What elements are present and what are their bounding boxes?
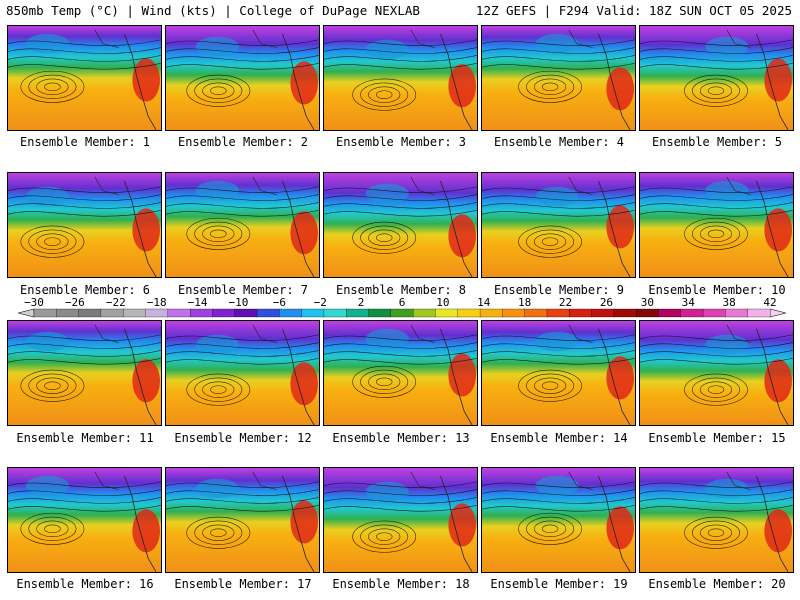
colorbar-swatch bbox=[702, 308, 726, 318]
ensemble-member-map bbox=[323, 320, 478, 426]
colorbar-swatch bbox=[524, 308, 548, 318]
colorbar-tick-label: 18 bbox=[518, 296, 531, 309]
colorbar-tick-label: −14 bbox=[188, 296, 208, 309]
ensemble-member-map bbox=[481, 320, 636, 426]
ensemble-member-label: Ensemble Member: 11 bbox=[16, 431, 154, 445]
ensemble-member-label: Ensemble Member: 5 bbox=[651, 135, 783, 149]
colorbar-swatch bbox=[234, 308, 258, 318]
colorbar-tick-label: −26 bbox=[65, 296, 85, 309]
colorbar-swatch bbox=[346, 308, 369, 318]
ensemble-member-label: Ensemble Member: 12 bbox=[174, 431, 312, 445]
ensemble-member-label: Ensemble Member: 16 bbox=[16, 577, 154, 591]
colorbar-tick-label: 34 bbox=[682, 296, 696, 309]
colorbar-tick-label: 2 bbox=[358, 296, 365, 309]
ensemble-member-map bbox=[165, 467, 320, 573]
colorbar-swatch bbox=[368, 308, 392, 318]
colorbar-swatch bbox=[78, 308, 102, 318]
colorbar-swatch bbox=[413, 308, 436, 318]
colorbar-swatch bbox=[546, 308, 570, 318]
ensemble-member-label: Ensemble Member: 17 bbox=[174, 577, 312, 591]
ensemble-member-map bbox=[165, 25, 320, 131]
ensemble-member-map bbox=[323, 25, 478, 131]
ensemble-member-label: Ensemble Member: 9 bbox=[493, 283, 625, 297]
colorbar-tick-label: 6 bbox=[399, 296, 406, 309]
ensemble-member-map bbox=[639, 467, 794, 573]
colorbar-tick-label: 10 bbox=[436, 296, 449, 309]
colorbar-swatch bbox=[301, 308, 325, 318]
ensemble-member-map bbox=[165, 320, 320, 426]
colorbar-tick-label: −10 bbox=[229, 296, 249, 309]
colorbar-swatch bbox=[569, 308, 593, 318]
ensemble-member-label: Ensemble Member: 7 bbox=[177, 283, 309, 297]
colorbar-swatch bbox=[680, 308, 704, 318]
ensemble-member-label: Ensemble Member: 3 bbox=[335, 135, 467, 149]
colorbar-swatch bbox=[502, 308, 526, 318]
ensemble-member-map bbox=[7, 320, 162, 426]
colorbar-tick-label: −6 bbox=[273, 296, 286, 309]
ensemble-member-label: Ensemble Member: 20 bbox=[648, 577, 786, 591]
colorbar-swatch bbox=[167, 308, 191, 318]
colorbar-tick-label: 22 bbox=[559, 296, 572, 309]
ensemble-member-label: Ensemble Member: 8 bbox=[335, 283, 467, 297]
colorbar-swatch bbox=[189, 308, 213, 318]
colorbar-tick-label: −2 bbox=[314, 296, 327, 309]
colorbar-tick-label: −30 bbox=[24, 296, 44, 309]
colorbar-swatch bbox=[145, 308, 169, 318]
ensemble-member-label: Ensemble Member: 13 bbox=[332, 431, 470, 445]
colorbar-swatch bbox=[747, 308, 771, 318]
ensemble-member-label: Ensemble Member: 4 bbox=[493, 135, 625, 149]
ensemble-member-map bbox=[323, 467, 478, 573]
ensemble-member-label: Ensemble Member: 18 bbox=[332, 577, 470, 591]
colorbar-swatch bbox=[725, 308, 749, 318]
ensemble-member-map bbox=[7, 25, 162, 131]
ensemble-member-label: Ensemble Member: 1 bbox=[19, 135, 151, 149]
ensemble-member-map bbox=[639, 172, 794, 278]
colorbar-tick-label: 30 bbox=[641, 296, 654, 309]
ensemble-member-label: Ensemble Member: 19 bbox=[490, 577, 628, 591]
colorbar-swatch bbox=[123, 308, 146, 318]
colorbar-tick-label: 42 bbox=[763, 296, 776, 309]
ensemble-member-map bbox=[7, 467, 162, 573]
ensemble-member-map bbox=[7, 172, 162, 278]
ensemble-member-label: Ensemble Member: 10 bbox=[648, 283, 786, 297]
colorbar-tick-label: 14 bbox=[477, 296, 491, 309]
temperature-colorbar: −30 −26 −22 −18 −14 −10 −6 −2 2 6 10 14 18 22 26 30 34 38… bbox=[18, 296, 786, 318]
colorbar-swatch bbox=[279, 308, 303, 318]
ensemble-member-map bbox=[481, 25, 636, 131]
ensemble-member-map bbox=[323, 172, 478, 278]
colorbar-tick-label: −18 bbox=[147, 296, 167, 309]
ensemble-member-label: Ensemble Member: 6 bbox=[19, 283, 151, 297]
ensemble-member-label: Ensemble Member: 14 bbox=[490, 431, 628, 445]
colorbar-tick-label: 38 bbox=[722, 296, 735, 309]
ensemble-member-map bbox=[165, 172, 320, 278]
colorbar-swatch bbox=[212, 308, 236, 318]
ensemble-member-map bbox=[639, 25, 794, 131]
colorbar-tick-label: −22 bbox=[106, 296, 126, 309]
colorbar-swatch bbox=[457, 308, 481, 318]
colorbar-swatch bbox=[636, 308, 659, 318]
ensemble-member-map bbox=[481, 467, 636, 573]
colorbar-swatch bbox=[479, 308, 503, 318]
colorbar-swatch bbox=[100, 308, 124, 318]
colorbar-swatch bbox=[613, 308, 637, 318]
ensemble-member-map bbox=[639, 320, 794, 426]
colorbar-swatch bbox=[56, 308, 80, 318]
ensemble-member-label: Ensemble Member: 15 bbox=[648, 431, 786, 445]
colorbar-swatch bbox=[323, 308, 347, 318]
colorbar-swatch bbox=[591, 308, 615, 318]
colorbar-tick-label: 26 bbox=[600, 296, 613, 309]
colorbar-swatch bbox=[435, 308, 459, 318]
colorbar-swatch bbox=[390, 308, 414, 318]
colorbar-swatch bbox=[658, 308, 682, 318]
model-run-info: 12Z GEFS | F294 Valid: 18Z SUN OCT 05 20… bbox=[475, 3, 792, 18]
colorbar-swatch bbox=[256, 308, 280, 318]
map-title: 850mb Temp (°C) | Wind (kts) | College o… bbox=[6, 3, 420, 18]
colorbar-swatch bbox=[33, 308, 57, 318]
ensemble-member-map bbox=[481, 172, 636, 278]
ensemble-member-label: Ensemble Member: 2 bbox=[177, 135, 309, 149]
